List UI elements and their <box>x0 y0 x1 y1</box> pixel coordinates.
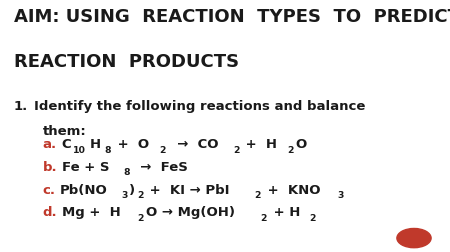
Text: Fe + S: Fe + S <box>62 160 109 173</box>
Text: d.: d. <box>43 205 58 218</box>
Text: 2: 2 <box>255 190 261 199</box>
Text: 10: 10 <box>73 145 86 154</box>
Text: 8: 8 <box>104 145 111 154</box>
Text: 2: 2 <box>309 213 315 222</box>
Text: 2: 2 <box>159 145 166 154</box>
Text: →  CO: → CO <box>168 137 218 150</box>
Text: C: C <box>61 137 71 150</box>
Text: 2: 2 <box>233 145 239 154</box>
Text: O → Mg(OH): O → Mg(OH) <box>146 205 234 218</box>
Text: REACTION  PRODUCTS: REACTION PRODUCTS <box>14 53 238 71</box>
Text: H: H <box>90 137 101 150</box>
Circle shape <box>397 229 431 248</box>
Text: them:: them: <box>43 125 86 138</box>
Text: 3: 3 <box>337 190 343 199</box>
Text: Identify the following reactions and balance: Identify the following reactions and bal… <box>34 100 365 112</box>
Text: 2: 2 <box>288 145 294 154</box>
Text: AIM: USING  REACTION  TYPES  TO  PREDICT: AIM: USING REACTION TYPES TO PREDICT <box>14 8 450 25</box>
Text: →  FeS: → FeS <box>131 160 188 173</box>
Text: 2: 2 <box>137 190 144 199</box>
Text: 1.: 1. <box>14 100 28 112</box>
Text: 8: 8 <box>123 168 130 177</box>
Text: +  KI → PbI: + KI → PbI <box>145 183 230 196</box>
Text: +  KNO: + KNO <box>263 183 320 196</box>
Text: b.: b. <box>43 160 58 173</box>
Text: c.: c. <box>43 183 56 196</box>
Text: +  O: + O <box>113 137 149 150</box>
Text: Pb(NO: Pb(NO <box>59 183 107 196</box>
Text: Mg +  H: Mg + H <box>62 205 120 218</box>
Text: 2: 2 <box>261 213 267 222</box>
Text: ): ) <box>129 183 135 196</box>
Text: 3: 3 <box>121 190 127 199</box>
Text: O: O <box>296 137 307 150</box>
Text: +  H: + H <box>241 137 277 150</box>
Text: a.: a. <box>43 137 57 150</box>
Text: + H: + H <box>269 205 300 218</box>
Text: 2: 2 <box>137 213 144 222</box>
